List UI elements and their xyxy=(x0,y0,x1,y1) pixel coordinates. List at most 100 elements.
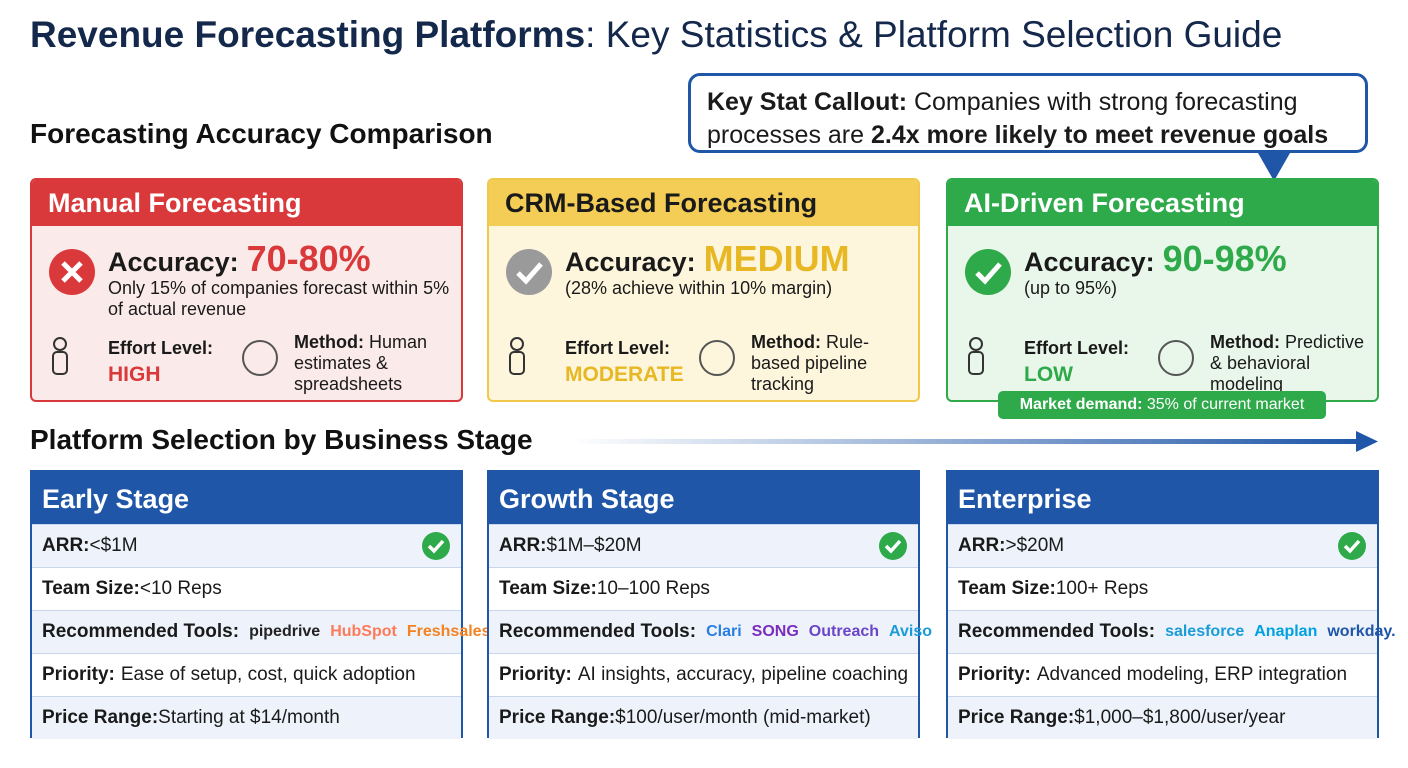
status-icon xyxy=(48,248,96,301)
accuracy-line: Accuracy: MEDIUM xyxy=(565,238,850,280)
accuracy-note: Only 15% of companies forecast within 5%… xyxy=(108,278,450,319)
check-icon xyxy=(878,531,908,567)
row-value: $100/user/month (mid-market) xyxy=(615,707,871,728)
method-icon xyxy=(1154,338,1198,383)
section-heading: Forecasting Accuracy Comparison xyxy=(30,118,493,149)
row-label: Priority: xyxy=(42,664,115,685)
row-value: >$20M xyxy=(1005,535,1065,556)
effort-value: HIGH xyxy=(108,363,161,386)
row-value: AI insights, accuracy, pipeline coaching xyxy=(577,664,909,685)
accuracy-note: (up to 95%) xyxy=(1024,278,1118,298)
stage-row: Recommended Tools: salesforce Anaplan workd… xyxy=(948,610,1396,653)
row-label: Priority: xyxy=(499,664,572,685)
callout-pointer xyxy=(1258,153,1290,181)
title-rest: : Key Statistics & Platform Selection Gu… xyxy=(585,14,1283,55)
title-bold: Revenue Forecasting Platforms xyxy=(30,14,586,55)
market-value: 35% of current market xyxy=(1142,396,1305,413)
stage-card: Early Stage ARR: <$1M Team Size: <10 Reps R… xyxy=(30,470,490,739)
page-title: Revenue Forecasting Platforms: Key Stati… xyxy=(30,14,1282,56)
market-label: Market demand: xyxy=(1019,396,1143,413)
tool-logo: Clari xyxy=(706,623,742,640)
effort: Effort Level: LOW xyxy=(1024,338,1129,387)
progress-arrow xyxy=(570,431,1378,452)
row-value: Starting at $14/month xyxy=(158,707,340,728)
row-label: ARR: xyxy=(42,535,90,556)
stage-row: Recommended Tools: Clari SONG Outreach Aviso xyxy=(489,610,932,653)
card-title: CRM-Based Forecasting xyxy=(489,180,918,226)
accuracy-label: Accuracy: xyxy=(565,247,696,277)
row-value: <10 Reps xyxy=(139,578,222,599)
stage-row: ARR: <$1M xyxy=(32,524,461,567)
accuracy-line: Accuracy: 70-80% xyxy=(108,238,371,280)
callout-label: Key Stat Callout: xyxy=(707,88,908,116)
status-icon xyxy=(505,248,553,301)
method-value: Predictive & behavioral modeling xyxy=(1210,332,1365,394)
accuracy-card: CRM-Based Forecasting Accuracy: MEDIUM (28%… xyxy=(487,178,920,402)
effort-label: Effort Level: xyxy=(565,338,671,358)
tool-logo: HubSpot xyxy=(330,623,397,640)
row-label: ARR: xyxy=(958,535,1006,556)
stage-row: Team Size: <10 Reps xyxy=(32,567,461,610)
tool-logo: Anaplan xyxy=(1254,623,1318,640)
stage-card: Enterprise ARR: >$20M Team Size: 100+ Reps… xyxy=(946,470,1396,739)
stage-row: Team Size: 10–100 Reps xyxy=(489,567,918,610)
accuracy-note: (28% achieve within 10% margin) xyxy=(565,278,833,298)
row-value: <$1M xyxy=(89,535,138,556)
tool-logo: pipedrive xyxy=(249,623,321,640)
method-value: Rule-based pipeline tracking xyxy=(751,332,869,394)
row-label: Price Range: xyxy=(958,707,1075,728)
row-value: $1M–$20M xyxy=(546,535,642,556)
row-value: Ease of setup, cost, quick adoption xyxy=(120,664,416,685)
row-label: Recommended Tools: xyxy=(42,621,240,642)
tool-logo: workday. xyxy=(1327,623,1396,640)
tool-logo: Aviso xyxy=(889,623,932,640)
status-icon xyxy=(964,248,1012,301)
method-icon xyxy=(238,338,282,383)
row-label: Team Size: xyxy=(499,578,597,599)
row-label: ARR: xyxy=(499,535,547,556)
method: Method: Predictive & behavioral modeling xyxy=(1210,332,1370,395)
method-label: Method: xyxy=(751,332,821,352)
accuracy-label: Accuracy: xyxy=(1024,247,1155,277)
stage-rows: ARR: <$1M Team Size: <10 Reps Recommended … xyxy=(32,524,490,739)
stage-row: ARR: >$20M xyxy=(948,524,1377,567)
row-value: $1,000–$1,800/user/year xyxy=(1074,707,1286,728)
row-label: Team Size: xyxy=(42,578,140,599)
stage-row: Price Range: Starting at $14/month xyxy=(32,696,461,739)
stage-row: Price Range: $100/user/month (mid-market… xyxy=(489,696,918,739)
stage-rows: ARR: >$20M Team Size: 100+ Reps Recommende… xyxy=(948,524,1396,739)
card-title: AI-Driven Forecasting xyxy=(948,180,1377,226)
method: Method: Rule-based pipeline tracking xyxy=(751,332,911,395)
effort-icon xyxy=(964,336,988,381)
stage-row: Priority: AI insights, accuracy, pipeline… xyxy=(489,653,918,696)
section-heading: Platform Selection by Business Stage xyxy=(30,424,533,455)
effort-icon xyxy=(505,336,529,381)
stage-card: Growth Stage ARR: $1M–$20M Team Size: 10–1… xyxy=(487,470,932,739)
accuracy-label: Accuracy: xyxy=(108,247,239,277)
row-label: Recommended Tools: xyxy=(499,621,697,642)
row-label: Price Range: xyxy=(42,707,159,728)
stage-row: Team Size: 100+ Reps xyxy=(948,567,1377,610)
tool-logo: salesforce xyxy=(1165,623,1245,640)
accuracy-line: Accuracy: 90-98% xyxy=(1024,238,1287,280)
tool-logo: Outreach xyxy=(808,623,880,640)
card-title: Manual Forecasting xyxy=(32,180,461,226)
check-icon xyxy=(1337,531,1367,567)
check-icon xyxy=(421,531,451,567)
tool-logo: Freshsales xyxy=(406,623,491,640)
stage-row: Priority: Ease of setup, cost, quick adop… xyxy=(32,653,461,696)
row-label: Team Size: xyxy=(958,578,1056,599)
stage-rows: ARR: $1M–$20M Team Size: 10–100 Reps Recom… xyxy=(489,524,932,739)
row-label: Priority: xyxy=(958,664,1031,685)
accuracy-card: Manual Forecasting Accuracy: 70-80% Only 15… xyxy=(30,178,463,402)
market-badge: Market demand: 35% of current market xyxy=(998,391,1326,419)
method: Method: Human estimates & spreadsheets xyxy=(294,332,454,395)
effort: Effort Level: HIGH xyxy=(108,338,213,387)
callout: Key Stat Callout: Companies with strong … xyxy=(688,73,1368,153)
row-label: Recommended Tools: xyxy=(958,621,1156,642)
row-value: Advanced modeling, ERP integration xyxy=(1036,664,1348,685)
callout-highlight: 2.4x more likely to meet revenue goals xyxy=(870,121,1329,149)
method-value: Human estimates & spreadsheets xyxy=(294,332,428,394)
method-label: Method: xyxy=(1210,332,1280,352)
